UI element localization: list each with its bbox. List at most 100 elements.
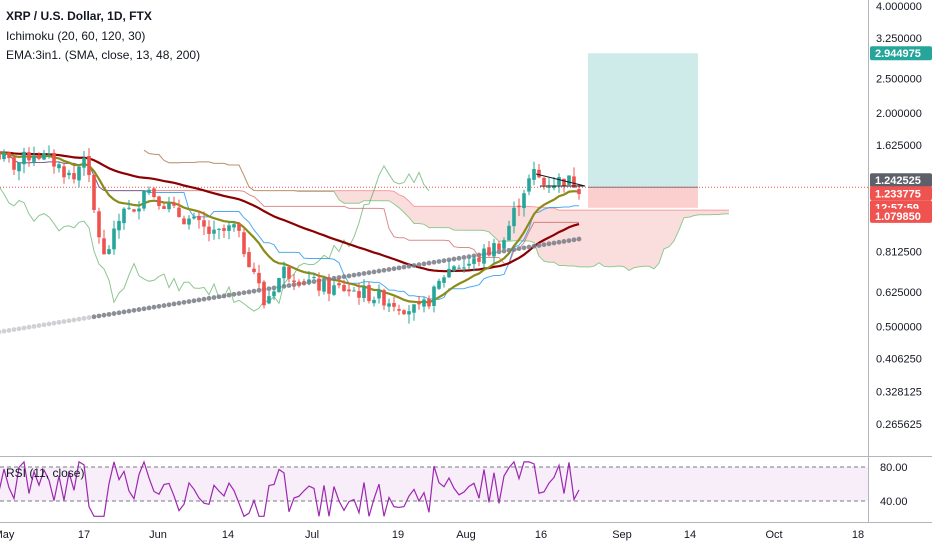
ema-200-dot (426, 260, 432, 266)
time-tick-label: Aug (456, 529, 476, 541)
cloud-segment (444, 206, 449, 228)
ema-200-dot (216, 294, 222, 300)
candle-body (402, 310, 406, 315)
candle-body (222, 228, 226, 231)
ema-200-dot (356, 271, 362, 277)
candle-body (232, 224, 236, 228)
candle-body (207, 226, 211, 234)
ema-200-dot (181, 299, 187, 305)
ema-200-dot (396, 265, 402, 271)
rsi-line (0, 460, 580, 518)
candle-body (517, 205, 521, 208)
candle-body (82, 157, 86, 168)
ema-200-dot (191, 298, 197, 304)
ema-200-dot (341, 274, 347, 280)
cloud-segment (614, 210, 619, 267)
cloud-segment (439, 206, 444, 228)
candle-body (557, 177, 561, 185)
long-position-tool[interactable] (0, 53, 868, 208)
time-tick-label: 18 (852, 529, 864, 541)
candle-body (537, 169, 541, 178)
cloud-segment (589, 210, 594, 268)
cloud-segment (539, 207, 544, 262)
candle-body (492, 243, 496, 257)
candle-body (382, 290, 386, 306)
cloud-segment (579, 210, 584, 267)
ema-200-dot (171, 301, 177, 307)
symbol-title[interactable]: XRP / U.S. Dollar, 1D, FTX (6, 9, 152, 23)
cloud-segment (499, 206, 504, 242)
candle-body (487, 247, 491, 255)
ema-200-dot (251, 288, 257, 294)
price-tick-label: 0.328125 (876, 386, 922, 398)
candle-body (22, 151, 26, 165)
candle-body (142, 190, 146, 209)
cloud-segment (384, 190, 389, 201)
candle-body (302, 283, 306, 285)
candle-body (42, 153, 46, 160)
ema-200-dot (286, 283, 292, 288)
candle-body (127, 207, 131, 209)
cloud-segment (704, 210, 709, 215)
ema-200-dot (246, 289, 252, 295)
ema-200-dot (406, 263, 412, 269)
cloud-segment (449, 206, 454, 231)
cloud-segment (394, 191, 399, 208)
candle-body (7, 152, 11, 158)
time-tick-label: Oct (765, 529, 782, 541)
ema-200-dot (81, 315, 87, 321)
rsi-legend[interactable]: RSI (11, close) (6, 466, 85, 480)
candle-body (117, 220, 121, 231)
ema-200-dot (561, 239, 567, 244)
rsi-tick-label: 80.00 (880, 462, 908, 474)
candle-body (97, 211, 101, 238)
ema-200-dot (211, 295, 217, 300)
candle-body (337, 283, 341, 286)
symmetrical-triangle (535, 173, 586, 187)
candle-body (217, 228, 221, 230)
ema-200-dot (531, 243, 537, 249)
ema-200-dot (546, 241, 552, 247)
ema-200-dot (131, 307, 137, 313)
candle-body (2, 153, 6, 160)
price-badge-bg (870, 173, 932, 188)
ema-200-dot (101, 312, 107, 318)
time-tick-label: May (0, 529, 15, 541)
price-tick-label: 0.265625 (876, 419, 922, 431)
candle-body (237, 223, 241, 231)
candle-body (427, 298, 431, 307)
ema-200-dot (61, 319, 67, 324)
candle-body (452, 266, 456, 271)
candle-body (72, 173, 76, 180)
candle-body (247, 252, 251, 268)
ichimoku-legend[interactable]: Ichimoku (20, 60, 120, 30) (6, 29, 146, 43)
candle-body (77, 166, 81, 181)
ema-legend[interactable]: EMA:3in1. (SMA, close, 13, 48, 200) (6, 48, 201, 62)
candle-body (327, 279, 331, 294)
ema-200-dot (196, 297, 202, 303)
ema-200-dot (566, 238, 572, 244)
cloud-segment (629, 210, 634, 271)
candle-body (432, 286, 436, 306)
candle-body (322, 281, 326, 292)
ema-200-dot (571, 237, 577, 243)
candle-body (442, 277, 446, 283)
price-badge-label: 2.944975 (875, 48, 921, 60)
ema-200-dot (121, 309, 127, 315)
ema-200-dot (361, 271, 367, 276)
cloud-segment (609, 210, 614, 267)
candle-body (297, 281, 301, 285)
ema-200-dot (46, 321, 52, 327)
ema-200-dot (401, 264, 407, 270)
candle-body (267, 296, 271, 304)
candle-body (187, 218, 191, 225)
cloud-segment (639, 210, 644, 267)
candle-body (547, 186, 551, 188)
candle-body (312, 277, 316, 279)
triangle-drawing[interactable] (535, 173, 586, 187)
cloud-segment (454, 206, 459, 231)
ema-200-dot (456, 255, 462, 261)
candle-body (367, 285, 371, 302)
ema-200-dot (76, 316, 82, 322)
